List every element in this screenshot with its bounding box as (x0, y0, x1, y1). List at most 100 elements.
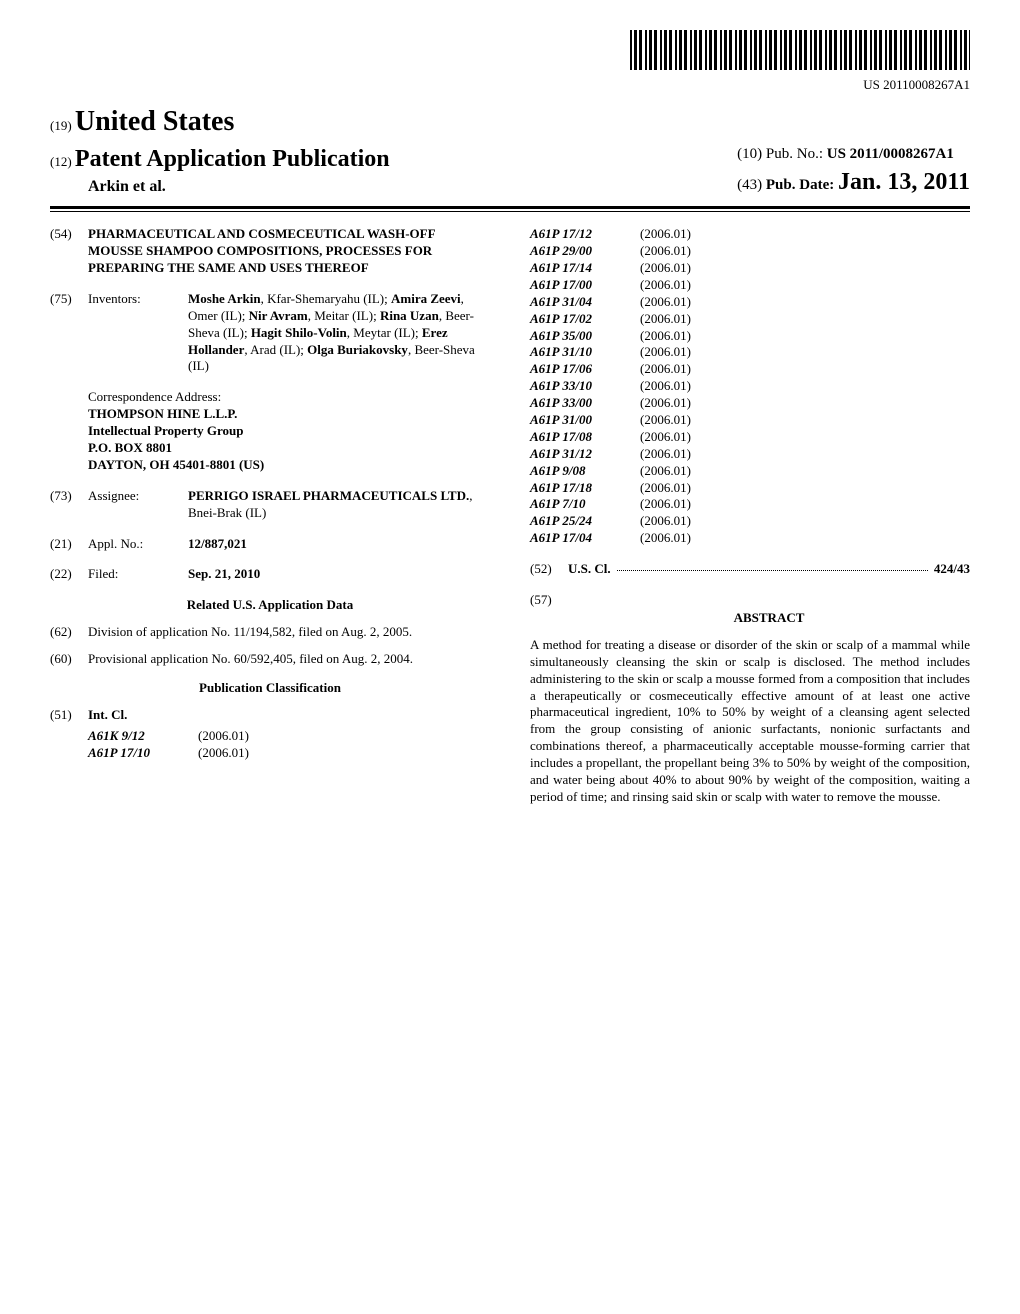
ipc-year: (2006.01) (640, 311, 750, 328)
uscl-num: (52) (530, 561, 568, 578)
related-item: (62)Division of application No. 11/194,5… (88, 624, 490, 641)
inventor-loc: , Meitar (IL); (308, 308, 380, 323)
pubdate-line: (43) Pub. Date: Jan. 13, 2011 (737, 167, 970, 198)
correspondence-line: THOMPSON HINE L.L.P. (88, 406, 490, 423)
ipc-code: A61P 17/02 (530, 311, 640, 328)
country-num: (19) (50, 118, 72, 133)
assignee-label: Assignee: (88, 488, 188, 522)
uscl-dots (617, 561, 928, 571)
ipc-row: A61P 17/10(2006.01) (88, 745, 490, 762)
related-text: Provisional application No. 60/592,405, … (88, 651, 413, 668)
filed-field: (22) Filed: Sep. 21, 2010 (50, 566, 490, 583)
ipc-row: A61P 17/12(2006.01) (530, 226, 970, 243)
barcode-area: US 20110008267A1 (50, 30, 970, 94)
applno-num: (21) (50, 536, 88, 553)
ipc-row: A61P 31/12(2006.01) (530, 446, 970, 463)
assignee-num: (73) (50, 488, 88, 522)
ipc-row: A61P 33/10(2006.01) (530, 378, 970, 395)
ipc-year: (2006.01) (640, 446, 750, 463)
correspondence-line: Intellectual Property Group (88, 423, 490, 440)
ipc-row: A61P 17/04(2006.01) (530, 530, 970, 547)
inventors-label: Inventors: (88, 291, 188, 375)
ipc-year: (2006.01) (640, 496, 750, 513)
ipc-row: A61P 9/08(2006.01) (530, 463, 970, 480)
ipc-year: (2006.01) (640, 429, 750, 446)
inventor-name: Olga Buriakovsky (307, 342, 408, 357)
ipc-table-right: A61P 17/12(2006.01)A61P 29/00(2006.01)A6… (530, 226, 970, 547)
applno-value: 12/887,021 (188, 536, 247, 551)
filed-value: Sep. 21, 2010 (188, 566, 260, 581)
header-left: (19) United States (12) Patent Applicati… (50, 104, 390, 198)
inventor-name: Rina Uzan (380, 308, 439, 323)
ipc-code: A61P 7/10 (530, 496, 640, 513)
barcode-graphic (630, 30, 970, 70)
pubno-line: (10) Pub. No.: US 2011/0008267A1 (737, 145, 970, 165)
ipc-code: A61P 31/10 (530, 344, 640, 361)
header-row: (19) United States (12) Patent Applicati… (50, 104, 970, 198)
applno-label: Appl. No.: (88, 536, 188, 553)
related-num: (62) (50, 624, 88, 641)
header-right: (10) Pub. No.: US 2011/0008267A1 (43) Pu… (737, 145, 970, 198)
inventor-loc: , Meytar (IL); (347, 325, 422, 340)
assignee-name: PERRIGO ISRAEL PHARMACEUTICALS LTD. (188, 488, 469, 503)
ipc-year: (2006.01) (198, 728, 308, 745)
pubclass-heading: Publication Classification (50, 680, 490, 697)
ipc-row: A61P 29/00(2006.01) (530, 243, 970, 260)
related-item: (60)Provisional application No. 60/592,4… (88, 651, 490, 668)
ipc-year: (2006.01) (640, 361, 750, 378)
inventor-name: Hagit Shilo-Volin (251, 325, 347, 340)
ipc-year: (2006.01) (640, 294, 750, 311)
ipc-year: (2006.01) (640, 260, 750, 277)
inventor-name: Amira Zeevi (391, 291, 461, 306)
title-field: (54) PHARMACEUTICAL AND COSMECEUTICAL WA… (50, 226, 490, 277)
ipc-row: A61P 17/08(2006.01) (530, 429, 970, 446)
ipc-year: (2006.01) (640, 480, 750, 497)
correspondence-label: Correspondence Address: (88, 389, 490, 406)
country: United States (75, 106, 234, 137)
ipc-code: A61P 31/00 (530, 412, 640, 429)
related-num: (60) (50, 651, 88, 668)
inventor-name: Nir Avram (249, 308, 308, 323)
ipc-year: (2006.01) (640, 463, 750, 480)
ipc-row: A61P 31/04(2006.01) (530, 294, 970, 311)
ipc-row: A61K 9/12(2006.01) (88, 728, 490, 745)
ipc-year: (2006.01) (640, 513, 750, 530)
ipc-row: A61P 31/00(2006.01) (530, 412, 970, 429)
filed-num: (22) (50, 566, 88, 583)
ipc-code: A61P 33/00 (530, 395, 640, 412)
ipc-code: A61P 17/18 (530, 480, 640, 497)
ipc-year: (2006.01) (640, 378, 750, 395)
pubno: US 2011/0008267A1 (827, 146, 954, 162)
pubno-num: (10) (737, 146, 762, 162)
ipc-code: A61P 17/10 (88, 745, 198, 762)
applno-field: (21) Appl. No.: 12/887,021 (50, 536, 490, 553)
ipc-row: A61P 31/10(2006.01) (530, 344, 970, 361)
ipc-row: A61P 35/00(2006.01) (530, 328, 970, 345)
ipc-year: (2006.01) (640, 226, 750, 243)
ipc-year: (2006.01) (640, 412, 750, 429)
ipc-row: A61P 33/00(2006.01) (530, 395, 970, 412)
ipc-code: A61P 31/04 (530, 294, 640, 311)
ipc-code: A61P 17/12 (530, 226, 640, 243)
uscl-label: U.S. Cl. (568, 561, 611, 578)
ipc-year: (2006.01) (640, 277, 750, 294)
abstract-header: (57) ABSTRACT (530, 592, 970, 637)
title-num: (54) (50, 226, 88, 277)
pubtype-num: (12) (50, 154, 72, 169)
ipc-row: A61P 17/00(2006.01) (530, 277, 970, 294)
ipc-year: (2006.01) (640, 243, 750, 260)
pubdate-label: Pub. Date: (766, 177, 834, 193)
inventors-num: (75) (50, 291, 88, 375)
uscl-value: 424/43 (934, 561, 970, 578)
divider-thin (50, 211, 970, 212)
pubno-label: Pub. No.: (766, 146, 823, 162)
ipc-code: A61P 31/12 (530, 446, 640, 463)
abstract-label: ABSTRACT (568, 610, 970, 627)
pubtype: Patent Application Publication (75, 146, 390, 172)
ipc-row: A61P 17/06(2006.01) (530, 361, 970, 378)
ipc-code: A61P 29/00 (530, 243, 640, 260)
ipc-code: A61P 17/04 (530, 530, 640, 547)
pubdate: Jan. 13, 2011 (838, 169, 970, 195)
pubtype-line: (12) Patent Application Publication (50, 144, 390, 175)
assignee-field: (73) Assignee: PERRIGO ISRAEL PHARMACEUT… (50, 488, 490, 522)
